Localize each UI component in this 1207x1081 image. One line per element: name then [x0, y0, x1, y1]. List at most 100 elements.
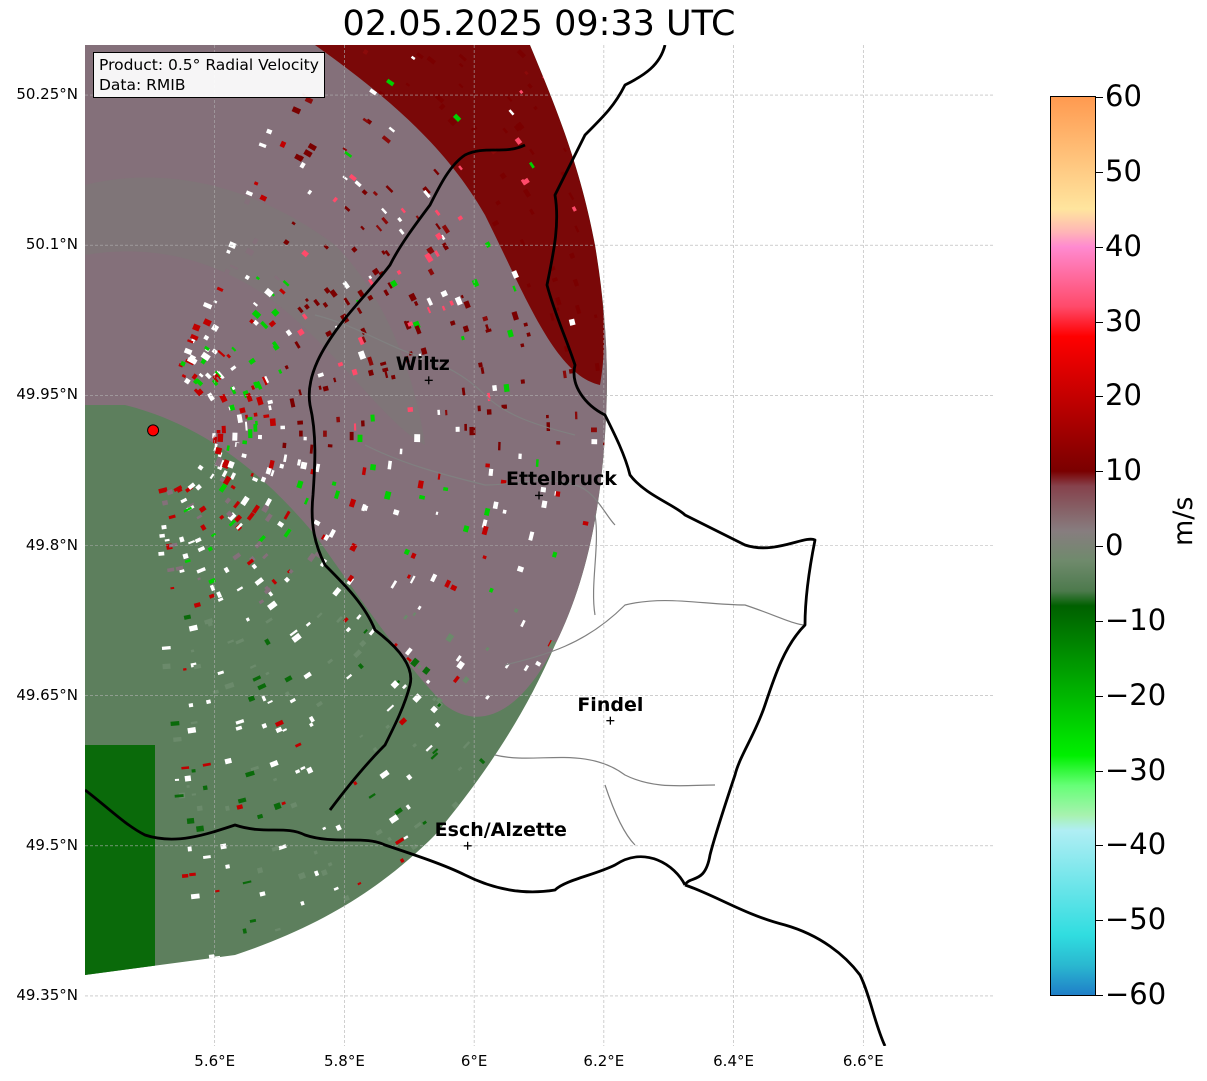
- echo-bin: [672, 348, 677, 356]
- echo-bin: [216, 286, 224, 293]
- echo-bin: [264, 513, 273, 523]
- echo-bin: [284, 675, 293, 683]
- echo-bin: [191, 769, 196, 773]
- echo-bin: [263, 414, 270, 419]
- echo-bin: [418, 494, 426, 500]
- echo-bin: [503, 383, 510, 393]
- echo-bin: [255, 380, 263, 390]
- echo-bin: [678, 210, 683, 216]
- echo-bin: [227, 639, 235, 644]
- echo-bin: [613, 260, 618, 266]
- echo-bin: [196, 805, 203, 812]
- echo-bin: [245, 190, 254, 197]
- echo-bin: [384, 249, 391, 257]
- echo-bin: [283, 454, 288, 463]
- echo-bin: [357, 663, 364, 670]
- echo-bin: [268, 591, 274, 597]
- echo-bin: [620, 727, 627, 736]
- echo-bin: [447, 116, 457, 127]
- echo-bin: [471, 278, 480, 288]
- echo-bin: [278, 369, 283, 375]
- echo-bin: [265, 128, 273, 135]
- echo-bin: [187, 726, 197, 734]
- echo-bin: [190, 333, 199, 341]
- echo-bin: [409, 451, 413, 460]
- echo-bin: [202, 318, 212, 327]
- echo-bin: [506, 96, 513, 102]
- echo-bin: [323, 287, 331, 294]
- echo-bin: [426, 306, 432, 314]
- echo-bin: [507, 545, 515, 554]
- echo-bin: [478, 758, 486, 765]
- echo-bin: [422, 666, 431, 675]
- echo-bin: [477, 405, 481, 412]
- echo-bin: [271, 578, 278, 585]
- echo-bin: [617, 580, 622, 585]
- echo-bin: [175, 565, 184, 571]
- echo-bin: [216, 376, 221, 382]
- echo-grey-band: [85, 177, 425, 445]
- echo-bin: [696, 502, 701, 506]
- echo-bin: [256, 396, 264, 406]
- echo-bin: [298, 389, 303, 397]
- echo-bin: [495, 200, 501, 206]
- echo-bin: [179, 569, 185, 573]
- radar-site-marker[interactable]: [147, 424, 160, 437]
- echo-bin: [245, 617, 250, 622]
- echo-bin: [188, 703, 194, 708]
- echo-bin: [699, 467, 704, 472]
- echo-bin: [240, 495, 250, 507]
- echo-bin: [381, 135, 391, 144]
- echo-bin: [549, 313, 555, 321]
- echo-bin: [305, 621, 311, 627]
- echo-bin: [318, 385, 322, 390]
- echo-bin: [423, 189, 431, 199]
- echo-bin: [257, 682, 267, 691]
- echo-bin: [211, 379, 219, 387]
- echo-bin: [500, 479, 507, 485]
- echo-bin: [461, 387, 466, 396]
- echo-bin: [196, 514, 203, 520]
- echo-bin: [253, 181, 259, 186]
- echo-bin: [556, 441, 561, 445]
- echo-bin: [390, 374, 396, 380]
- echo-bin: [362, 48, 369, 55]
- echo-bin: [190, 893, 200, 900]
- colorbar-tick-label-10: −40: [1105, 827, 1167, 862]
- lon-tick-label-2: 6°E: [460, 1052, 488, 1070]
- echo-bin: [383, 289, 390, 297]
- echo-bin: [541, 500, 548, 509]
- echo-bin: [386, 78, 395, 87]
- echo-bin: [289, 398, 296, 408]
- lat-tick-label-4: 49.65°N: [16, 685, 78, 704]
- echo-bin: [216, 591, 223, 599]
- echo-bin: [434, 867, 443, 875]
- echo-bin: [183, 347, 193, 356]
- echo-bin: [591, 439, 598, 445]
- echo-bin: [261, 723, 268, 729]
- echo-bin: [437, 703, 442, 708]
- radar-map[interactable]: [85, 45, 993, 1046]
- echo-bin: [178, 536, 185, 543]
- echo-bin: [405, 804, 411, 810]
- echo-bin: [403, 835, 409, 840]
- echo-bin: [294, 153, 304, 162]
- echo-bin: [637, 362, 641, 367]
- echo-bin: [388, 814, 400, 824]
- colorbar-tickmark-3: [1096, 321, 1103, 323]
- colorbar-tick-label-8: −20: [1105, 677, 1167, 712]
- echo-bin: [214, 370, 222, 378]
- echo-bin: [200, 351, 211, 362]
- echo-bin: [603, 677, 607, 688]
- echo-bin: [615, 778, 622, 785]
- echo-bin: [223, 566, 230, 574]
- echo-bin: [562, 370, 567, 379]
- echo-bin: [260, 320, 269, 330]
- echo-bin: [394, 837, 405, 845]
- echo-bin: [353, 649, 362, 659]
- echo-bin: [434, 250, 440, 258]
- echo-bin: [425, 744, 433, 752]
- echo-bin: [566, 653, 573, 662]
- echo-bin: [187, 846, 192, 852]
- echo-bin: [259, 194, 268, 202]
